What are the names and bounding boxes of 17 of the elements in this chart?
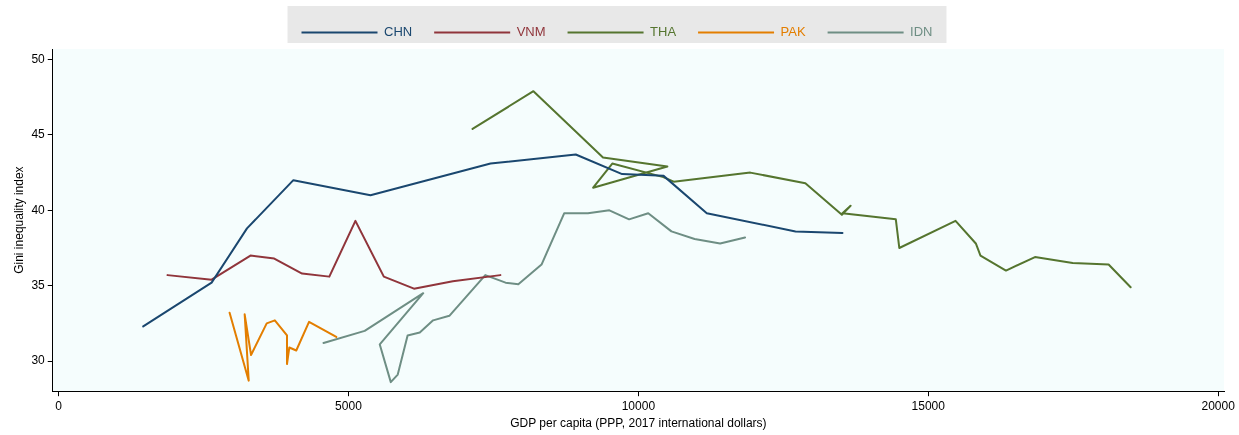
y-tick-label: 35: [31, 277, 46, 292]
y-axis-title: Gini inequality index: [11, 166, 26, 274]
x-tick-label: 20000: [1201, 398, 1236, 413]
text: THA: [650, 24, 677, 40]
x-tick-label: 0: [55, 398, 63, 413]
x-axis-title: GDP per capita (PPP, 2017 international dollars): [510, 416, 767, 431]
x-tick-label: 10000: [621, 398, 656, 413]
x-tick-label: 15000: [911, 398, 946, 413]
text: PAK: [780, 24, 806, 40]
y-tick-label: 40: [31, 202, 46, 217]
y-tick-label: 30: [31, 353, 46, 368]
y-tick-label: 45: [31, 127, 46, 142]
x-tick-label: 5000: [335, 398, 363, 413]
text: CHN: [384, 24, 413, 40]
text: VNM: [516, 24, 546, 40]
text: IDN: [910, 24, 933, 40]
y-tick-label: 50: [31, 51, 46, 66]
